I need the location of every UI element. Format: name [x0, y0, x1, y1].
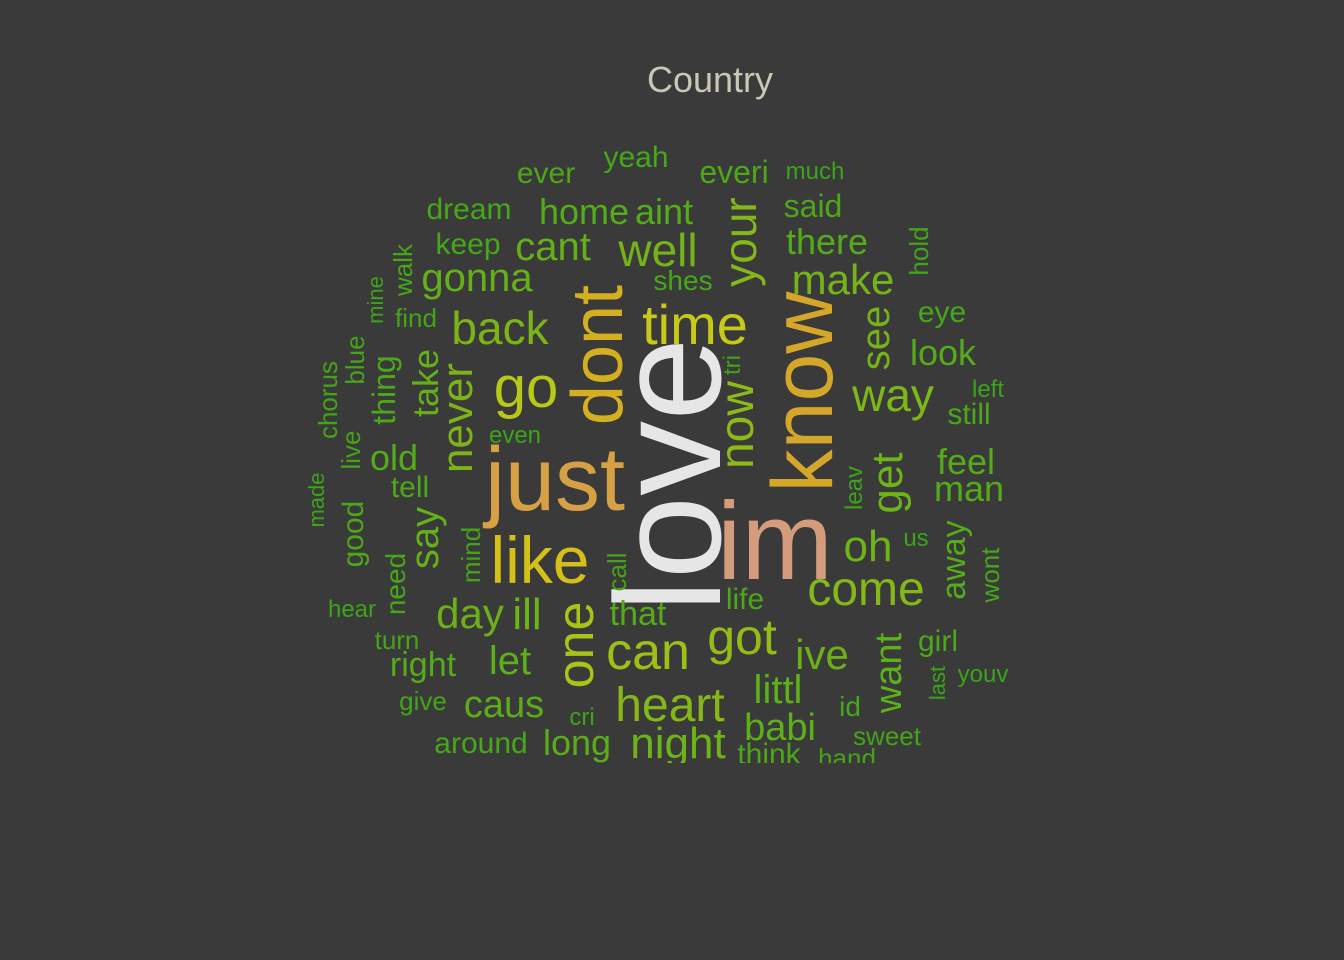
- word-come: come: [807, 563, 925, 616]
- word-cant: cant: [515, 225, 591, 269]
- word-tri: tri: [719, 355, 746, 375]
- word-thing: thing: [366, 355, 402, 425]
- word-think: think: [737, 738, 801, 771]
- word-tell: tell: [390, 471, 430, 504]
- word-gonna: gonna: [421, 256, 533, 300]
- word-one: one: [547, 601, 605, 689]
- word-made: made: [304, 472, 329, 528]
- word-way: way: [852, 369, 934, 421]
- word-oh: oh: [843, 522, 893, 571]
- word-aint: aint: [634, 191, 694, 232]
- word-just: just: [484, 430, 626, 530]
- word-us: us: [903, 525, 929, 552]
- word-keep: keep: [435, 228, 501, 261]
- word-cri: cri: [569, 704, 595, 731]
- word-chorus: chorus: [313, 360, 343, 440]
- word-yeah: yeah: [603, 141, 669, 174]
- word-night: night: [630, 719, 726, 768]
- word-shes: shes: [653, 265, 713, 296]
- word-take: take: [405, 348, 446, 418]
- word-babi: babi: [744, 707, 816, 749]
- word-hear: hear: [327, 596, 377, 623]
- word-see: see: [854, 305, 898, 371]
- word-like: like: [490, 523, 590, 597]
- word-caus: caus: [463, 684, 545, 726]
- word-mind: mind: [456, 526, 486, 584]
- word-even: even: [488, 422, 542, 449]
- word-girl: girl: [917, 625, 959, 658]
- word-want: want: [868, 632, 910, 714]
- word-got: got: [707, 609, 777, 665]
- word-find: find: [395, 303, 437, 333]
- word-everi: everi: [699, 154, 769, 190]
- word-ever: ever: [516, 157, 576, 190]
- word-blue: blue: [340, 335, 370, 385]
- word-look: look: [909, 332, 977, 373]
- word-wont: wont: [975, 547, 1005, 603]
- word-good: good: [337, 500, 370, 568]
- word-your: your: [714, 197, 766, 287]
- word-well: well: [618, 224, 698, 276]
- word-can: can: [606, 623, 690, 681]
- word-still: still: [947, 398, 991, 431]
- word-turn: turn: [374, 625, 420, 655]
- word-mine: mine: [363, 276, 388, 324]
- word-day: day: [436, 590, 504, 637]
- chart-title: Country: [646, 59, 774, 100]
- word-eye: eye: [917, 296, 967, 329]
- word-give: give: [399, 686, 447, 716]
- word-time: time: [642, 293, 748, 356]
- word-around: around: [434, 727, 528, 760]
- word-hand: hand: [818, 743, 876, 773]
- word-there: there: [785, 221, 869, 262]
- word-im: im: [716, 480, 834, 603]
- word-hold: hold: [904, 226, 934, 276]
- word-home: home: [538, 191, 630, 232]
- word-need: need: [380, 552, 411, 616]
- word-call: call: [602, 552, 632, 592]
- word-said: said: [783, 188, 843, 224]
- word-id: id: [839, 691, 861, 722]
- word-now: now: [711, 380, 764, 470]
- word-let: let: [488, 639, 532, 683]
- word-make: make: [791, 256, 895, 303]
- word-leav: leav: [841, 465, 868, 511]
- word-last: last: [925, 665, 950, 701]
- word-man: man: [933, 468, 1005, 509]
- word-walk: walk: [388, 243, 418, 297]
- word-old: old: [369, 437, 419, 478]
- word-get: get: [863, 452, 912, 514]
- word-much: much: [785, 158, 845, 185]
- word-heart: heart: [615, 679, 725, 732]
- word-long: long: [542, 722, 612, 763]
- word-dream: dream: [426, 193, 512, 226]
- word-go: go: [493, 355, 559, 420]
- word-right: right: [389, 646, 457, 684]
- word-youv: youv: [957, 661, 1009, 688]
- word-say: say: [403, 506, 447, 570]
- word-sweet: sweet: [853, 721, 921, 751]
- word-dont: dont: [558, 284, 638, 426]
- word-littl: littl: [753, 668, 803, 712]
- word-left: left: [971, 376, 1005, 403]
- word-away: away: [935, 520, 973, 600]
- word-that: that: [609, 595, 667, 633]
- word-know: know: [755, 291, 851, 493]
- word-feel: feel: [936, 441, 996, 482]
- word-ive: ive: [795, 631, 849, 678]
- word-back: back: [451, 302, 549, 354]
- word-ill: ill: [512, 590, 542, 639]
- word-life: life: [725, 583, 765, 616]
